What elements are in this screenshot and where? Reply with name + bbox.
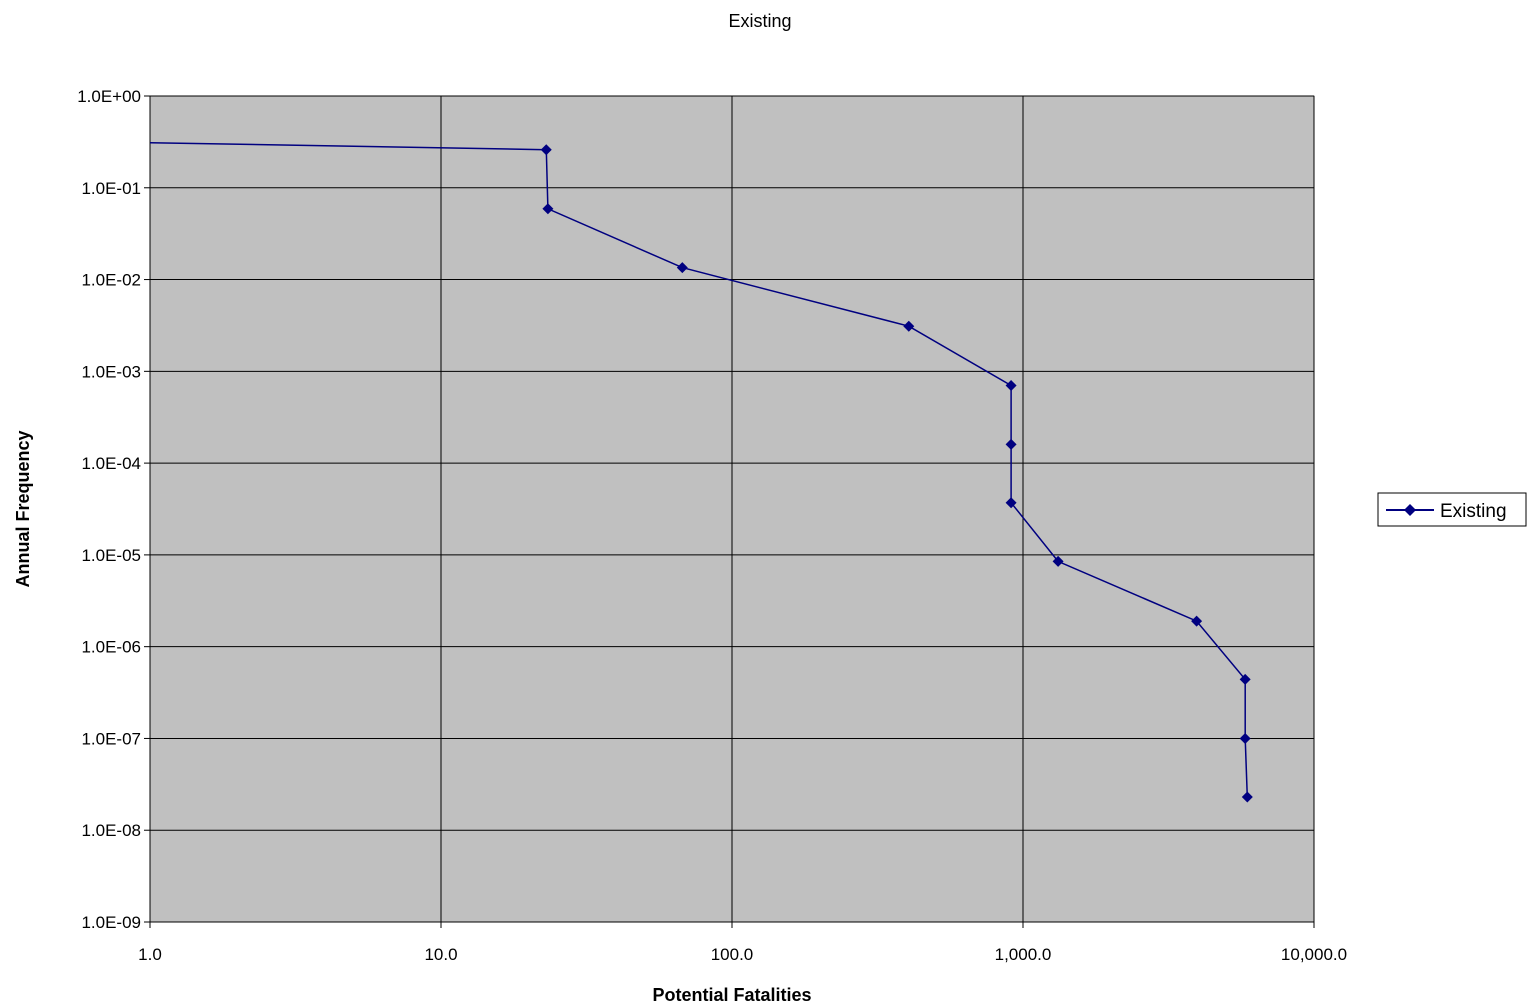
data-point <box>676 262 688 274</box>
data-point <box>1239 732 1251 744</box>
x-tick-label: 100.0 <box>711 945 754 964</box>
x-tick-label: 1.0 <box>138 945 162 964</box>
data-point <box>1241 791 1253 803</box>
axes <box>144 95 1315 928</box>
y-tick-label: 1.0E-09 <box>81 913 141 932</box>
y-tick-label: 1.0E+00 <box>77 87 141 106</box>
y-tick-label: 1.0E-03 <box>81 362 141 381</box>
data-point <box>1005 380 1017 392</box>
y-tick-label: 1.0E-04 <box>81 454 141 473</box>
series-existing <box>149 141 1253 803</box>
data-point <box>1005 438 1017 450</box>
x-tick-label: 1,000.0 <box>995 945 1052 964</box>
x-tick-label: 10.0 <box>424 945 457 964</box>
y-tick-label: 1.0E-06 <box>81 638 141 657</box>
data-point <box>903 320 915 332</box>
y-tick-labels: 1.0E+00 1.0E-01 1.0E-02 1.0E-03 1.0E-04 1.0E-… <box>77 87 141 932</box>
chart-title: Existing <box>728 11 791 31</box>
y-tick-label: 1.0E-05 <box>81 546 141 565</box>
data-point <box>1052 555 1064 567</box>
y-tick-label: 1.0E-07 <box>81 729 141 748</box>
y-tick-label: 1.0E-01 <box>81 179 141 198</box>
y-tick-label: 1.0E-02 <box>81 271 141 290</box>
y-tick-label: 1.0E-08 <box>81 821 141 840</box>
legend-label: Existing <box>1440 501 1507 522</box>
data-point <box>540 144 552 156</box>
legend: Existing <box>1377 492 1527 527</box>
data-point <box>1239 673 1251 685</box>
x-tick-label: 10,000.0 <box>1281 945 1347 964</box>
y-axis-title: Annual Frequency <box>13 430 33 587</box>
x-tick-labels: 1.0 10.0 100.0 1,000.0 10,000.0 <box>138 945 1347 964</box>
data-point <box>1005 497 1017 509</box>
data-point <box>542 203 554 215</box>
x-axis-title: Potential Fatalities <box>652 985 811 1005</box>
data-point <box>1191 615 1203 627</box>
legend-marker <box>1404 504 1416 516</box>
